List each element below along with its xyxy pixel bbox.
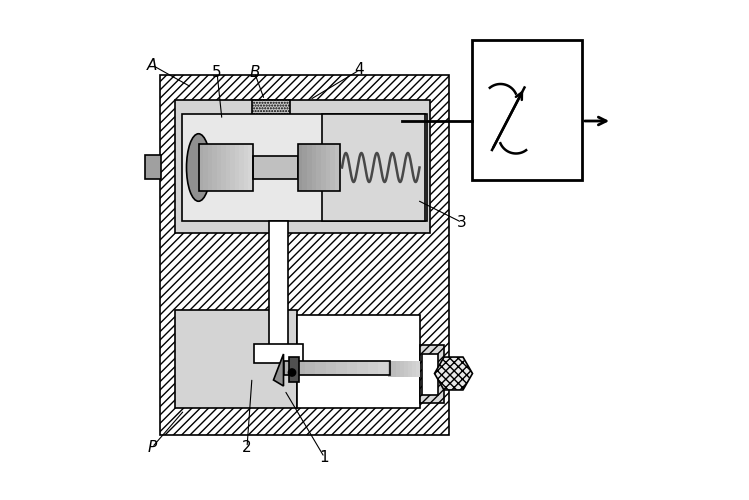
Bar — [198, 144, 203, 191]
Bar — [297, 144, 340, 191]
Bar — [312, 144, 316, 191]
Bar — [321, 144, 326, 191]
Bar — [302, 144, 307, 191]
Bar — [225, 144, 230, 191]
Bar — [294, 361, 305, 375]
Text: P: P — [148, 440, 157, 455]
Bar — [212, 144, 216, 191]
Text: 5: 5 — [212, 65, 222, 80]
Bar — [316, 144, 321, 191]
Bar — [368, 361, 378, 375]
Bar — [198, 144, 252, 191]
Bar — [396, 360, 400, 376]
Bar — [216, 144, 221, 191]
Bar — [336, 361, 347, 375]
Bar — [297, 315, 419, 408]
Bar — [335, 144, 340, 191]
Bar — [297, 144, 302, 191]
Bar — [305, 361, 315, 375]
Text: 3: 3 — [457, 215, 467, 230]
Bar — [307, 144, 312, 191]
Bar — [378, 361, 389, 375]
Bar — [230, 144, 234, 191]
Text: 4: 4 — [355, 62, 364, 78]
Bar — [326, 144, 330, 191]
Bar — [330, 144, 335, 191]
Circle shape — [288, 369, 296, 376]
Text: B: B — [249, 65, 260, 80]
Bar — [268, 221, 288, 350]
Bar — [347, 361, 357, 375]
Bar — [408, 360, 412, 376]
Bar — [400, 360, 404, 376]
Bar — [203, 144, 207, 191]
Bar — [284, 361, 294, 375]
Bar — [322, 114, 425, 221]
Bar — [315, 361, 326, 375]
Bar — [182, 114, 427, 221]
Bar — [326, 361, 336, 375]
Bar — [175, 310, 297, 408]
Bar — [412, 360, 416, 376]
Polygon shape — [273, 354, 284, 386]
Bar — [357, 361, 368, 375]
Bar — [239, 144, 243, 191]
Bar — [175, 100, 429, 232]
Bar — [248, 144, 252, 191]
Bar — [284, 361, 389, 375]
Bar — [234, 144, 239, 191]
Text: 2: 2 — [242, 440, 252, 455]
Ellipse shape — [187, 134, 210, 201]
Bar — [422, 354, 438, 395]
Bar — [404, 360, 408, 376]
Bar — [419, 345, 443, 403]
Bar — [416, 360, 420, 376]
Bar — [388, 360, 392, 376]
Bar — [472, 40, 582, 180]
Bar — [145, 155, 160, 179]
Bar — [243, 144, 248, 191]
Bar — [252, 100, 290, 140]
Bar — [252, 156, 297, 178]
Bar — [392, 360, 396, 376]
Bar — [288, 357, 299, 382]
Bar — [160, 75, 449, 435]
Bar — [253, 344, 303, 362]
Text: A: A — [147, 58, 157, 72]
Text: 1: 1 — [320, 450, 330, 465]
Bar — [221, 144, 225, 191]
Bar — [207, 144, 212, 191]
